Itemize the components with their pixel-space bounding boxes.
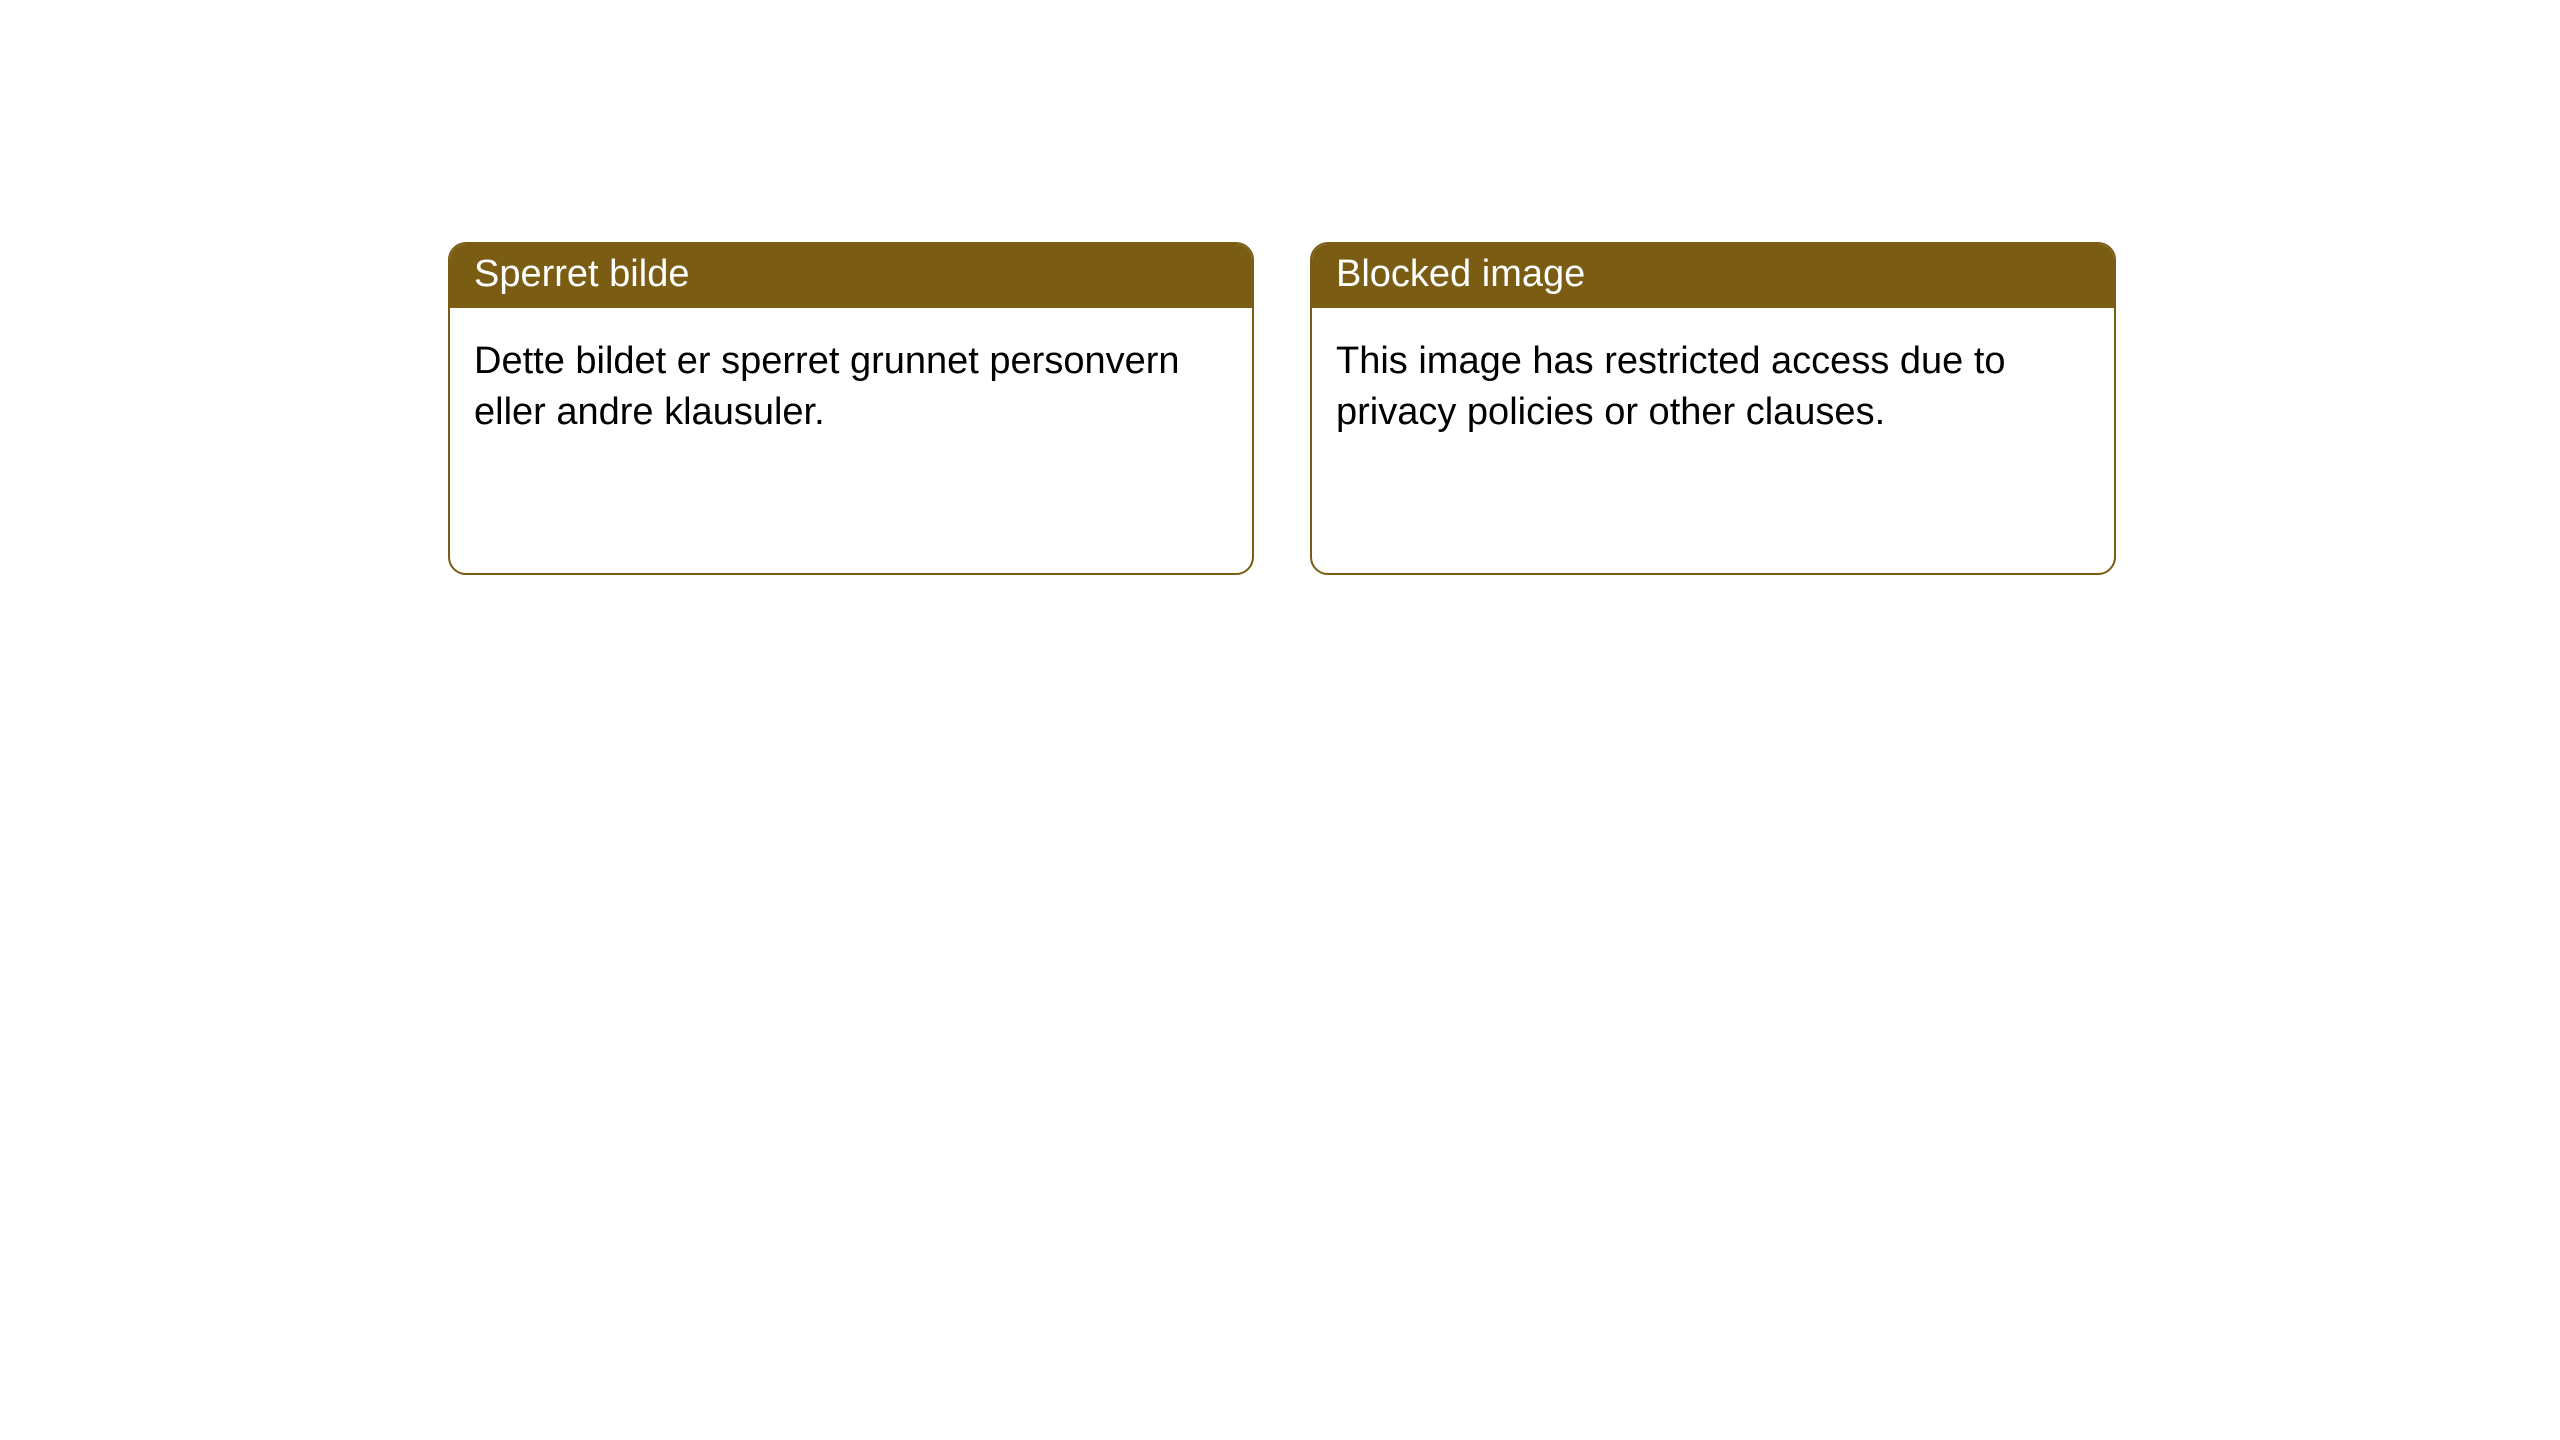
card-body: Dette bildet er sperret grunnet personve… <box>450 308 1252 463</box>
card-header: Blocked image <box>1312 244 2114 308</box>
card-body: This image has restricted access due to … <box>1312 308 2114 463</box>
notice-container: Sperret bilde Dette bildet er sperret gr… <box>0 0 2560 575</box>
notice-card-norwegian: Sperret bilde Dette bildet er sperret gr… <box>448 242 1254 575</box>
card-header: Sperret bilde <box>450 244 1252 308</box>
notice-card-english: Blocked image This image has restricted … <box>1310 242 2116 575</box>
